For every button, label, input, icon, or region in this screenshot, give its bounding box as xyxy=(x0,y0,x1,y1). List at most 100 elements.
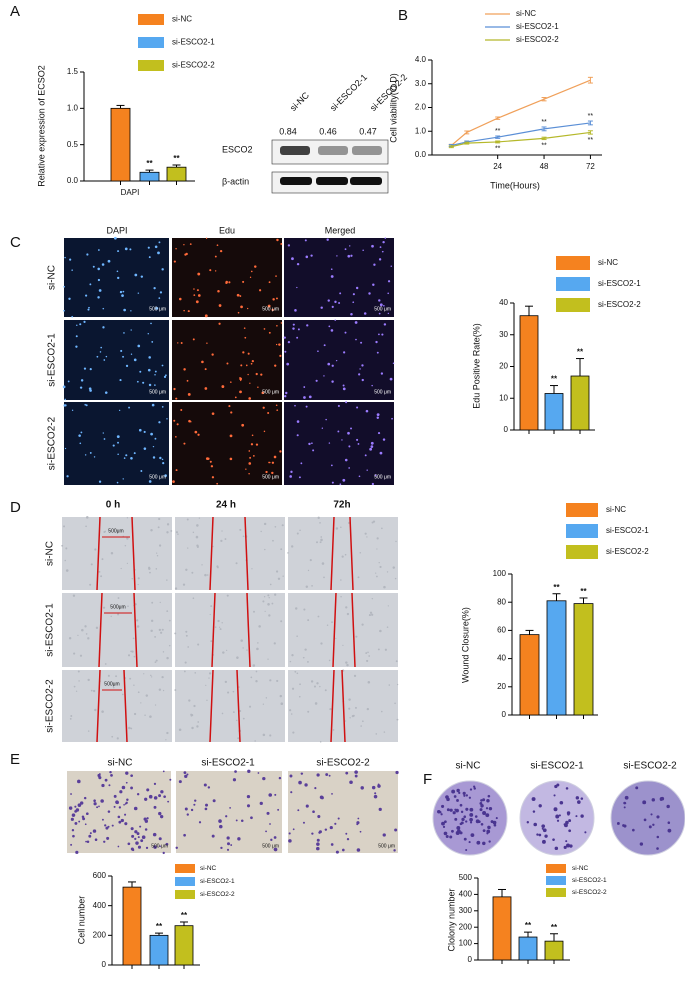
cell xyxy=(146,788,150,792)
cell xyxy=(132,637,135,640)
y-tick-label: 30 xyxy=(499,330,508,339)
colony xyxy=(442,825,446,829)
bar xyxy=(546,600,567,716)
column-header: 0 h xyxy=(106,500,120,511)
cell xyxy=(273,847,277,851)
legend-label: si-ESCO2-2 xyxy=(598,300,641,309)
colony xyxy=(458,791,461,795)
colony xyxy=(465,820,468,823)
cell xyxy=(242,717,245,720)
cell xyxy=(135,841,139,845)
cell xyxy=(252,455,255,457)
legend-label: si-ESCO2-2 xyxy=(516,35,559,44)
wound-edge xyxy=(349,516,354,591)
cell xyxy=(183,833,186,837)
cell xyxy=(123,332,125,334)
cell xyxy=(356,406,359,409)
cell xyxy=(168,619,171,622)
cell xyxy=(124,822,128,826)
cell xyxy=(292,323,295,326)
cell xyxy=(290,713,293,715)
colony xyxy=(456,829,461,834)
cell xyxy=(204,387,208,390)
cell xyxy=(195,535,199,539)
cell xyxy=(136,832,140,836)
cell xyxy=(242,280,245,283)
column-header: si-ESCO2-1 xyxy=(530,761,584,772)
cell xyxy=(158,517,161,521)
cell xyxy=(369,611,373,614)
legend-swatch xyxy=(546,876,566,885)
cell xyxy=(346,663,349,667)
cell xyxy=(192,531,195,534)
cell xyxy=(229,457,233,461)
cell xyxy=(314,787,317,790)
cell xyxy=(216,565,219,568)
cell xyxy=(335,850,339,854)
cell xyxy=(133,358,137,362)
panel-label: A xyxy=(10,3,20,20)
cell xyxy=(265,697,268,699)
cell xyxy=(72,834,75,838)
cell xyxy=(230,381,232,383)
colony xyxy=(465,849,468,852)
cell xyxy=(311,832,314,835)
cell xyxy=(64,559,66,562)
cell xyxy=(148,383,152,387)
cell xyxy=(226,649,228,652)
cell xyxy=(204,573,207,577)
y-tick-label: 10 xyxy=(499,393,508,402)
legend-label: si-NC xyxy=(572,865,589,872)
colony xyxy=(451,789,456,794)
cell xyxy=(237,311,240,314)
cell xyxy=(196,545,199,548)
cell xyxy=(79,442,82,445)
cell xyxy=(149,715,152,718)
cell xyxy=(363,312,367,315)
cell xyxy=(391,417,393,420)
colony xyxy=(554,846,559,851)
cell xyxy=(187,547,189,549)
cell xyxy=(255,670,258,673)
cell xyxy=(85,840,87,843)
cell xyxy=(117,845,120,848)
cell xyxy=(305,255,309,259)
cell xyxy=(127,605,129,608)
cell xyxy=(177,533,179,535)
colony xyxy=(544,834,548,838)
row-label: si-NC xyxy=(45,541,56,566)
cell xyxy=(239,295,242,297)
cell xyxy=(365,409,369,413)
y-tick-label: 40 xyxy=(499,298,508,307)
cell xyxy=(125,781,128,784)
scale-bar-label: 500 μm xyxy=(262,843,279,849)
cell xyxy=(248,450,251,452)
wound-edge xyxy=(246,592,251,668)
cell xyxy=(387,292,390,295)
cell xyxy=(328,659,331,662)
colony xyxy=(453,795,457,798)
cell xyxy=(159,845,161,848)
cell xyxy=(101,263,105,266)
cell xyxy=(337,817,340,820)
cell xyxy=(92,689,96,693)
cell xyxy=(207,786,211,789)
cell xyxy=(83,320,86,323)
cell xyxy=(80,431,83,434)
panel-label: C xyxy=(10,234,21,251)
cell xyxy=(240,305,243,309)
cell xyxy=(131,650,134,653)
cell xyxy=(367,651,369,654)
cell xyxy=(190,808,194,812)
cell xyxy=(103,840,106,843)
cell xyxy=(130,310,132,312)
cell xyxy=(221,622,223,624)
cell xyxy=(198,517,201,519)
cell xyxy=(376,575,378,578)
cell xyxy=(90,563,93,566)
colony xyxy=(456,825,461,830)
cell xyxy=(183,309,185,312)
cell xyxy=(266,811,270,815)
cell xyxy=(133,655,136,658)
cell xyxy=(152,456,156,459)
